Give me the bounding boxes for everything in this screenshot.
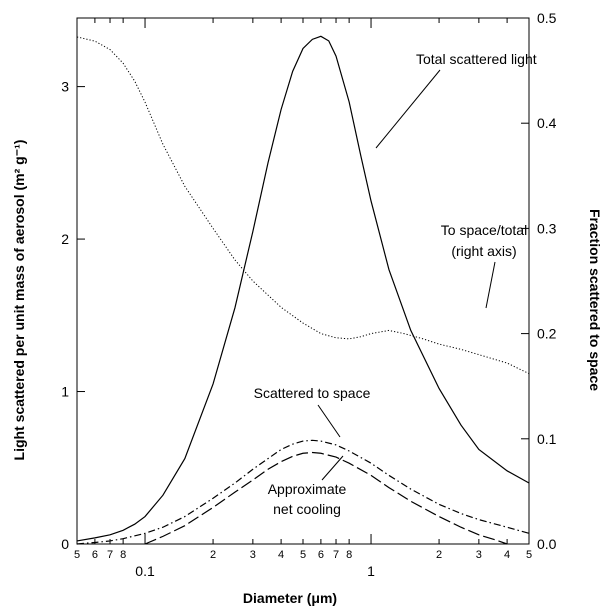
tick-labels: 0.1 15 6 7 8 2 3 4 5 6 7 8 2 3 4 501230.00.10.20.30.40.… xyxy=(61,10,556,579)
series-line-0 xyxy=(76,35,530,542)
annotation-leader-total xyxy=(375,69,441,149)
annotation-leader-to-space-total xyxy=(485,261,496,309)
annotation-to-space-total-1: To space/total xyxy=(441,222,527,238)
annotation-to-space-total-2: (right axis) xyxy=(451,243,516,259)
y-right-axis-title: Fraction scattered to space xyxy=(587,209,603,391)
y-left-tick-label: 2 xyxy=(61,231,69,247)
x-minor-tick-label: 5 xyxy=(526,549,532,561)
x-minor-tick-label: 6 xyxy=(318,549,324,561)
x-minor-tick-label: 5 xyxy=(74,549,80,561)
x-tick-label: 0.1 xyxy=(135,563,155,579)
x-minor-tick-label: 2 xyxy=(436,549,442,561)
x-minor-tick-label: 7 xyxy=(107,549,113,561)
y-right-tick-label: 0.4 xyxy=(537,115,557,131)
y-right-tick-label: 0.3 xyxy=(537,220,557,236)
x-minor-tick-label: 7 xyxy=(333,549,339,561)
y-right-tick-label: 0.1 xyxy=(537,431,557,447)
annotation-total-scattered: Total scattered light xyxy=(416,51,537,67)
x-minor-tick-label: 4 xyxy=(278,549,284,561)
x-minor-tick-label: 8 xyxy=(346,549,352,561)
x-minor-tick-label: 4 xyxy=(504,549,510,561)
y-left-axis-title: Light scattered per unit mass of aerosol… xyxy=(11,140,27,461)
x-axis-title: Diameter (μm) xyxy=(243,590,337,606)
x-tick-label: 1 xyxy=(367,563,375,579)
y-right-tick-label: 0.2 xyxy=(537,326,557,342)
annotation-scattered-to-space: Scattered to space xyxy=(254,385,371,401)
series-line-2 xyxy=(144,451,508,545)
annotations: Total scattered light To space/total (ri… xyxy=(254,51,537,517)
x-minor-tick-label: 3 xyxy=(476,549,482,561)
series-line-1 xyxy=(76,439,530,545)
x-minor-tick-label: 3 xyxy=(250,549,256,561)
annotation-leader-net-cooling xyxy=(321,455,344,481)
series-line-3 xyxy=(76,36,530,375)
plot-frame xyxy=(76,17,530,545)
y-right-tick-label: 0.5 xyxy=(537,10,557,26)
axis-ticks xyxy=(76,17,530,545)
annotation-net-cooling-1: Approximate xyxy=(268,481,347,497)
y-left-tick-label: 0 xyxy=(61,536,69,552)
x-minor-tick-label: 5 xyxy=(300,549,306,561)
y-right-tick-label: 0.0 xyxy=(537,536,557,552)
annotation-net-cooling-2: net cooling xyxy=(273,501,341,517)
y-left-tick-label: 3 xyxy=(61,79,69,95)
x-minor-tick-label: 6 xyxy=(92,549,98,561)
x-minor-tick-label: 8 xyxy=(120,549,126,561)
series-lines xyxy=(76,35,530,545)
annotation-leader-scattered xyxy=(317,404,341,438)
y-left-tick-label: 1 xyxy=(61,384,69,400)
x-minor-tick-label: 2 xyxy=(210,549,216,561)
